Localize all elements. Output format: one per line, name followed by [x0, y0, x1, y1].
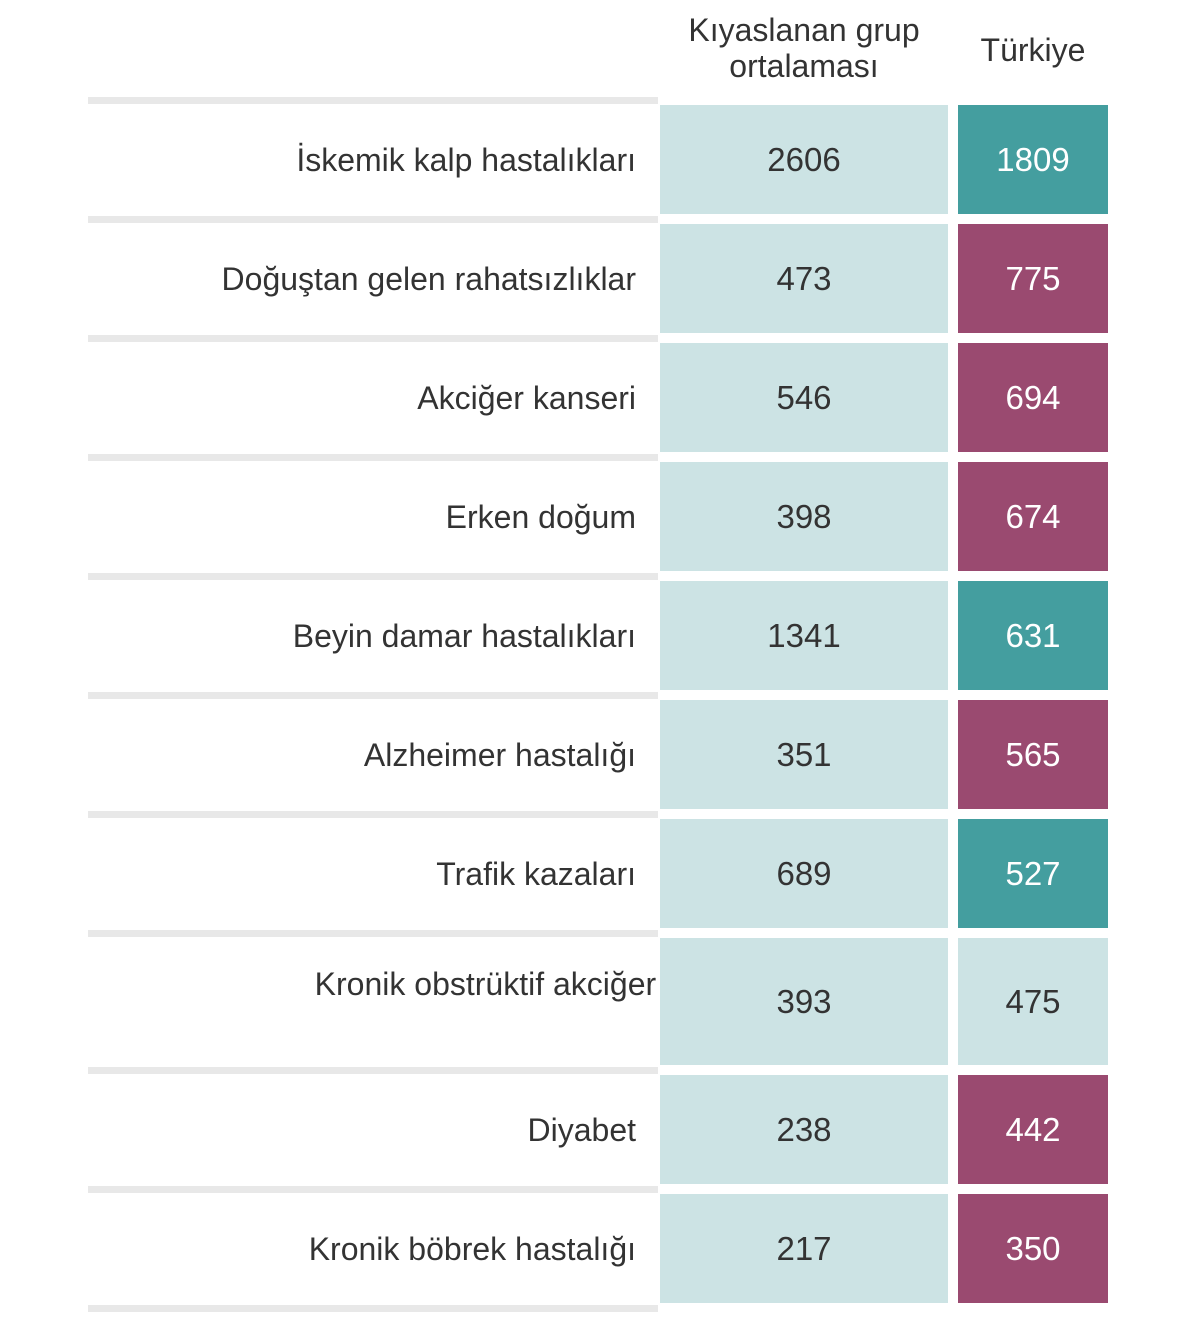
- row-label: İskemik kalp hastalıkları: [296, 141, 636, 178]
- row-divider: [88, 97, 658, 104]
- turkey-cell: 1809: [958, 105, 1108, 214]
- turkey-cell: 694: [958, 343, 1108, 452]
- row-label: Diyabet: [527, 1111, 637, 1148]
- table-row: Kronik böbrek hastalığı 217 350: [88, 1186, 1110, 1305]
- row-divider: [88, 811, 658, 818]
- column-header-group-average: Kıyaslanan grup ortalaması: [688, 12, 920, 84]
- row-label: Alzheimer hastalığı: [363, 736, 636, 773]
- row-divider: [88, 573, 658, 580]
- table-row: Beyin damar hastalıkları 1341 631: [88, 573, 1110, 692]
- row-divider: [88, 930, 658, 937]
- group-average-cell: 238: [660, 1075, 948, 1184]
- table-row: Trafik kazaları 689 527: [88, 811, 1110, 930]
- table-row: Akciğer kanseri 546 694: [88, 335, 1110, 454]
- row-divider: [88, 1305, 658, 1312]
- turkey-cell: 475: [958, 938, 1108, 1065]
- group-average-cell: 351: [660, 700, 948, 809]
- turkey-cell: 350: [958, 1194, 1108, 1303]
- group-average-cell: 398: [660, 462, 948, 571]
- table-row: Erken doğum 398 674: [88, 454, 1110, 573]
- row-label: Beyin damar hastalıkları: [292, 617, 636, 654]
- row-label: Akciğer kanseri: [417, 379, 636, 416]
- row-divider: [88, 1067, 658, 1074]
- row-label: Erken doğum: [445, 498, 636, 535]
- group-average-cell: 689: [660, 819, 948, 928]
- group-average-cell: 217: [660, 1194, 948, 1303]
- turkey-cell: 565: [958, 700, 1108, 809]
- row-divider: [88, 692, 658, 699]
- row-divider: [88, 454, 658, 461]
- row-divider: [88, 335, 658, 342]
- row-label: Trafik kazaları: [436, 855, 636, 892]
- table-body: İskemik kalp hastalıkları 2606 1809 Doğuşta…: [88, 97, 1110, 1312]
- table-row: Doğuştan gelen rahatsızlıklar 473 775: [88, 216, 1110, 335]
- group-average-cell: 546: [660, 343, 948, 452]
- column-header-turkey: Türkiye: [980, 32, 1086, 68]
- turkey-cell: 631: [958, 581, 1108, 690]
- group-average-cell: 473: [660, 224, 948, 333]
- group-average-cell: 393: [660, 938, 948, 1065]
- table-row: İskemik kalp hastalıkları 2606 1809: [88, 97, 1110, 216]
- table-row: Diyabet 238 442: [88, 1067, 1110, 1186]
- turkey-cell: 674: [958, 462, 1108, 571]
- row-divider: [88, 216, 658, 223]
- group-average-cell: 1341: [660, 581, 948, 690]
- row-divider: [88, 1186, 658, 1193]
- turkey-cell: 527: [958, 819, 1108, 928]
- group-average-cell: 2606: [660, 105, 948, 214]
- turkey-cell: 442: [958, 1075, 1108, 1184]
- table-row: Kronik obstrüktif akciğer hastalığı (KOA…: [88, 930, 1110, 1067]
- turkey-cell: 775: [958, 224, 1108, 333]
- row-label: Doğuştan gelen rahatsızlıklar: [221, 260, 636, 297]
- table-row: Alzheimer hastalığı 351 565: [88, 692, 1110, 811]
- row-label: Kronik böbrek hastalığı: [308, 1230, 636, 1267]
